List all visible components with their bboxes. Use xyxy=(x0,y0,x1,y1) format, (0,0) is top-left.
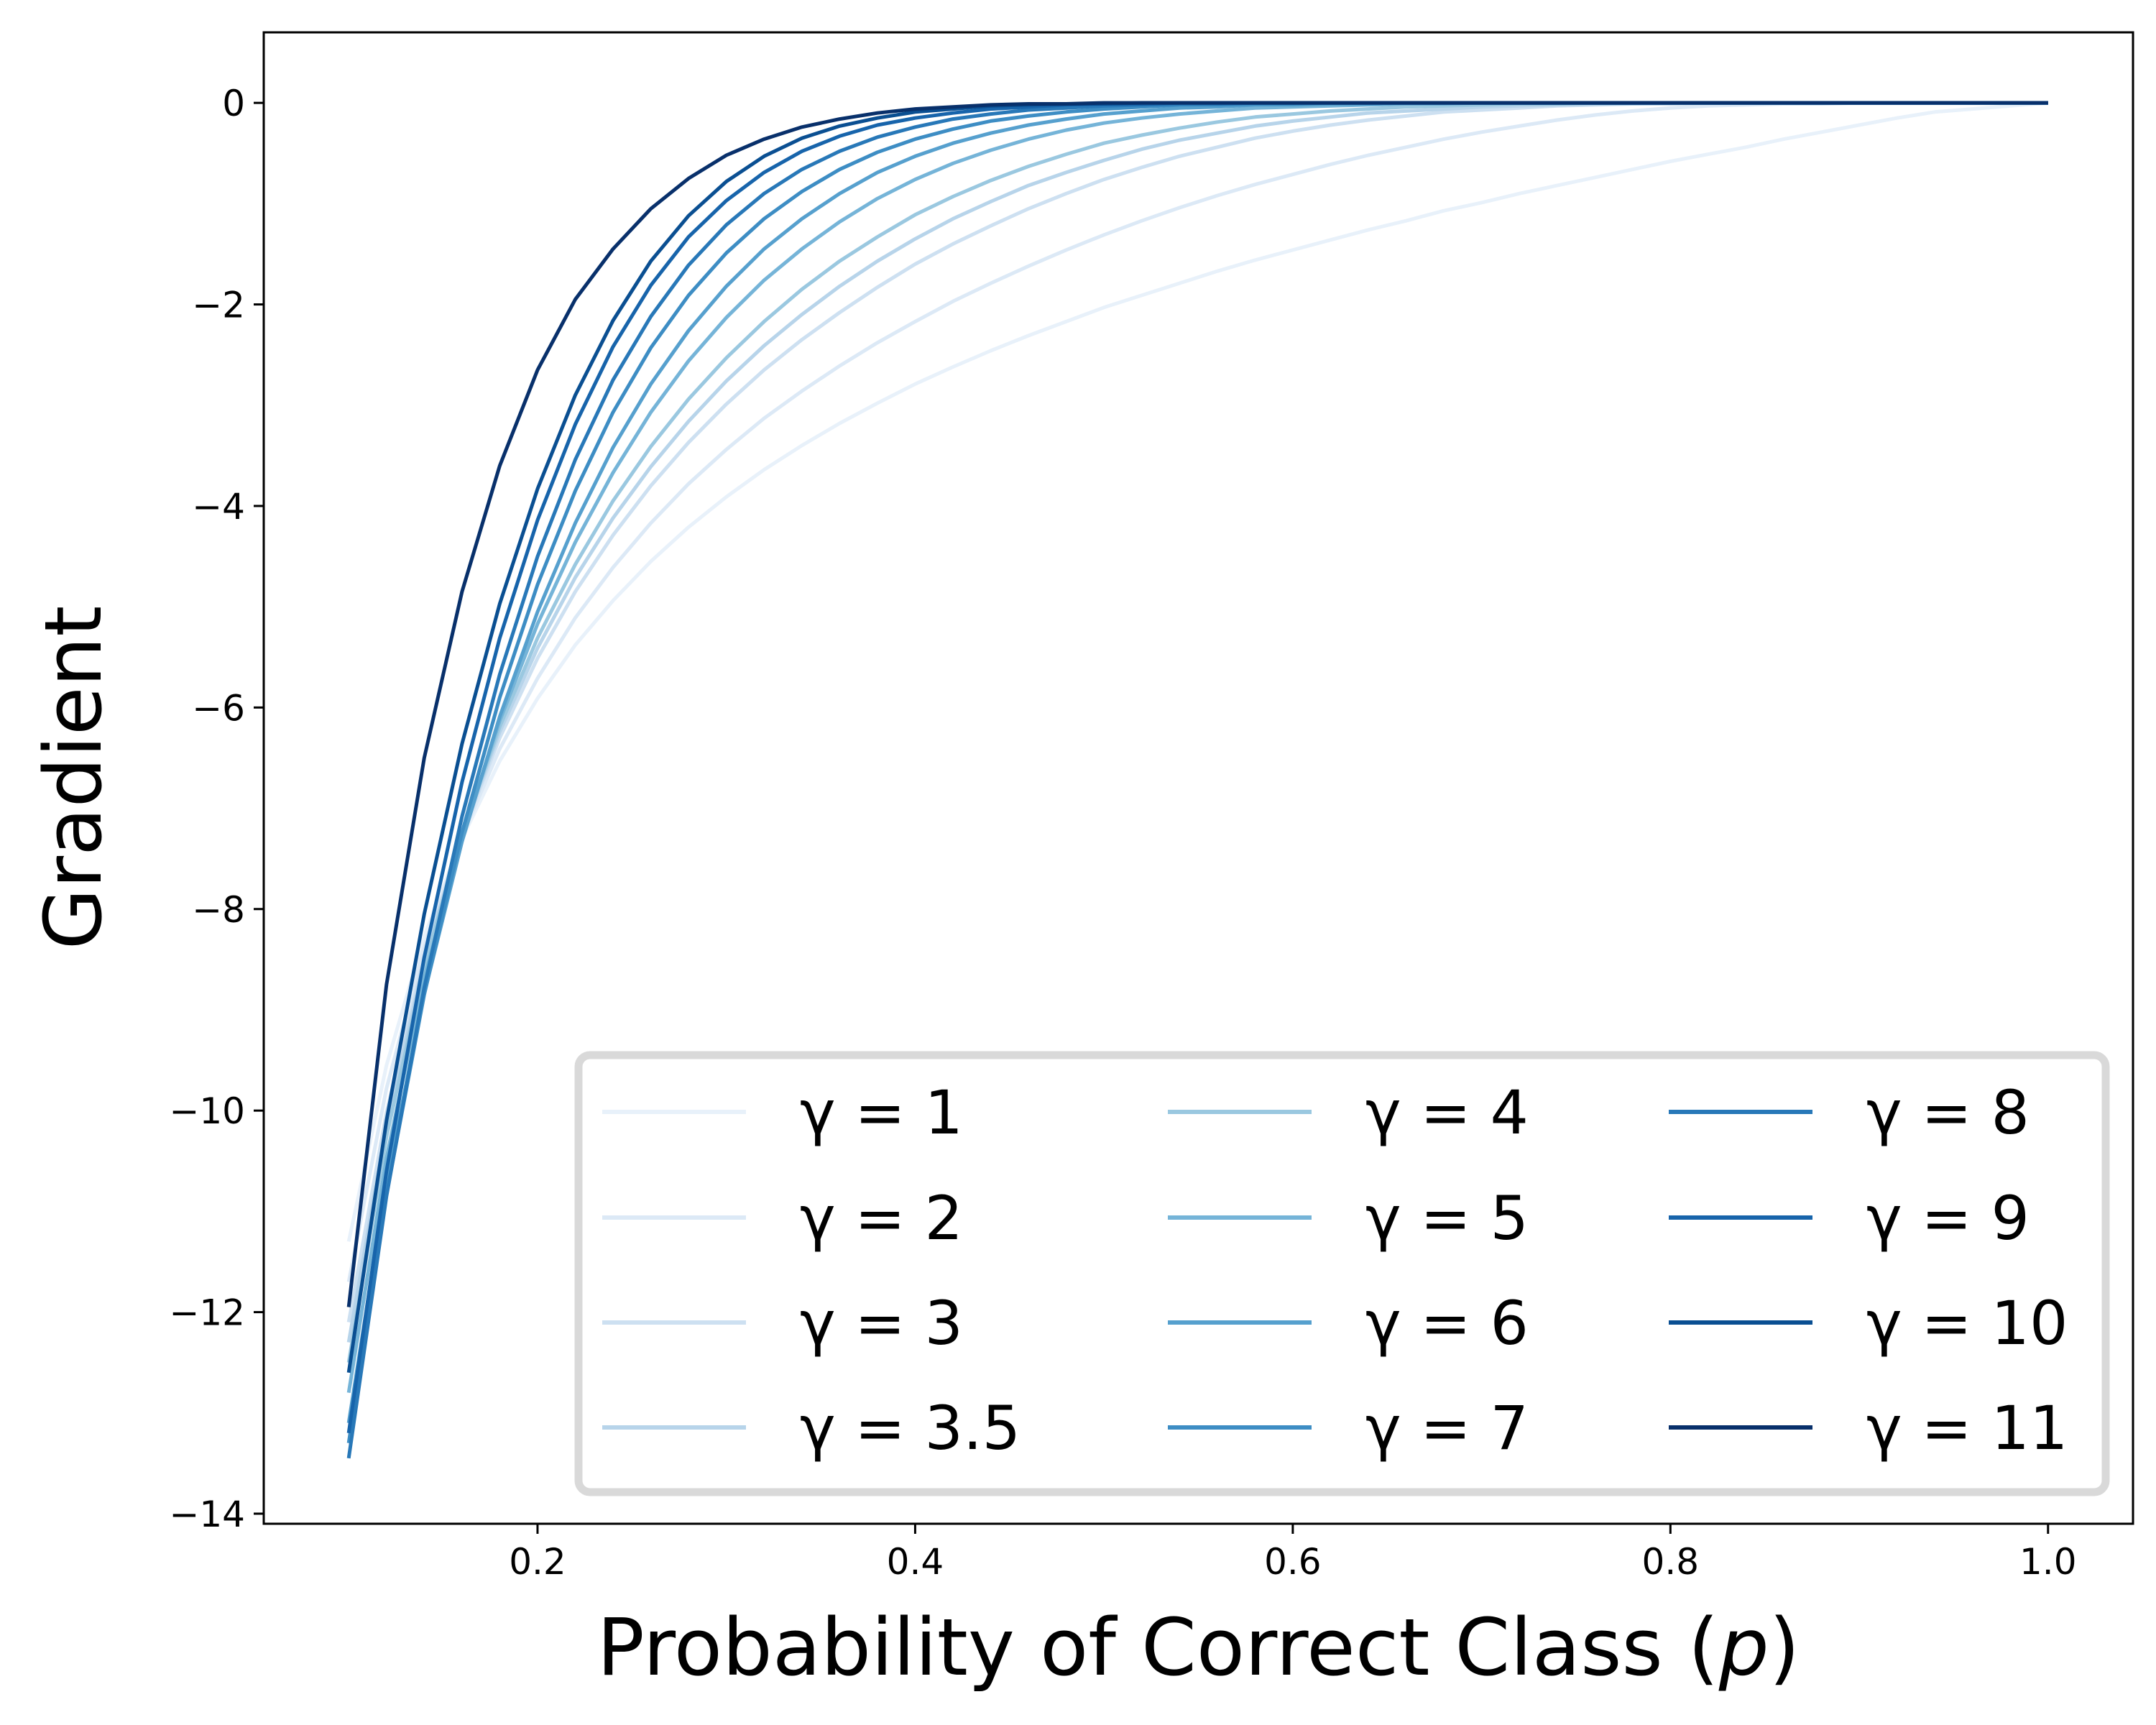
x-axis-title: Probability of Correct Class (p) xyxy=(597,1601,1800,1693)
legend-label: γ = 9 xyxy=(1866,1183,2030,1254)
series-lines xyxy=(346,101,2048,1459)
x-tick-label: 0.4 xyxy=(887,1541,944,1583)
y-tick-label: −8 xyxy=(192,889,245,931)
x-axis-title-close: ) xyxy=(1769,1601,1800,1693)
x-axis-title-text: Probability of Correct Class ( xyxy=(597,1601,1719,1693)
legend-label: γ = 8 xyxy=(1866,1077,2030,1148)
legend-label: γ = 5 xyxy=(1365,1183,1529,1254)
y-tick-label: −12 xyxy=(169,1292,245,1334)
y-tick-label: −10 xyxy=(169,1090,245,1132)
y-tick-label: −6 xyxy=(192,687,245,729)
legend-label: γ = 6 xyxy=(1365,1288,1529,1358)
x-axis: 0.2 0.4 0.6 0.8 1.0 xyxy=(509,1524,2077,1583)
y-axis: 0 −2 −4 −6 −8 −10 −12 −14 xyxy=(169,83,264,1535)
legend-label: γ = 10 xyxy=(1866,1288,2068,1358)
y-tick-label: −14 xyxy=(169,1494,245,1535)
legend-label: γ = 11 xyxy=(1866,1393,2068,1463)
legend-label: γ = 4 xyxy=(1365,1077,1529,1148)
y-tick-label: 0 xyxy=(222,83,245,124)
legend-label: γ = 7 xyxy=(1365,1393,1529,1463)
x-tick-label: 0.8 xyxy=(1642,1541,1700,1583)
legend-label: γ = 1 xyxy=(800,1077,963,1148)
legend-label: γ = 2 xyxy=(800,1183,963,1254)
x-axis-title-variable: p xyxy=(1718,1601,1769,1693)
x-tick-label: 1.0 xyxy=(2019,1541,2077,1583)
series-line-11 xyxy=(346,101,2048,1307)
y-tick-label: −2 xyxy=(192,285,245,326)
series-line-0 xyxy=(346,101,2048,1242)
x-tick-label: 0.6 xyxy=(1264,1541,1322,1583)
plot-frame xyxy=(262,31,2134,1525)
legend-label: γ = 3 xyxy=(800,1288,963,1358)
legend-label: γ = 3.5 xyxy=(800,1393,1021,1463)
legend-box xyxy=(574,1051,2110,1496)
y-axis-title: Gradient xyxy=(27,606,119,950)
y-tick-label: −4 xyxy=(192,486,245,528)
x-tick-label: 0.2 xyxy=(509,1541,566,1583)
legend: γ = 1 γ = 2 γ = 3 γ = 3.5 γ = 4 γ = 5 γ = 6 γ =… xyxy=(574,1051,2110,1496)
